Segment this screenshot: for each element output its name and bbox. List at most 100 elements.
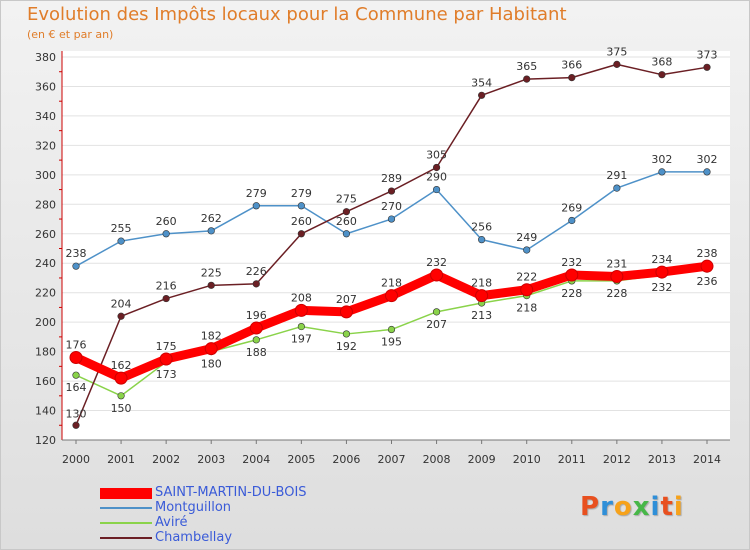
data-label-saint-martin-du-bois-2010: 222 [516, 271, 537, 284]
logo-letter-6: t [660, 492, 674, 522]
x-tick-label-2009: 2009 [468, 453, 496, 466]
data-label-chambellay-2014: 373 [697, 48, 718, 61]
data-label-chambellay-2004: 226 [246, 265, 267, 278]
point-saint-martin-du-bois-2008 [430, 268, 444, 282]
point-chambellay-2000 [72, 421, 80, 429]
point-avire-2006 [342, 330, 351, 338]
data-label-montguillon-2008: 290 [426, 171, 447, 184]
point-montguillon-2002 [162, 230, 170, 238]
chart-title: Evolution des Impôts locaux pour la Comm… [27, 4, 567, 25]
x-tick-label-2014: 2014 [693, 453, 721, 466]
data-label-avire-2001: 150 [111, 402, 132, 415]
logo-letter-7: i [673, 492, 684, 522]
point-chambellay-2003 [207, 281, 215, 289]
point-saint-martin-du-bois-2010 [520, 283, 534, 297]
data-label-chambellay-2006: 275 [336, 193, 357, 206]
point-saint-martin-du-bois-2005 [294, 303, 308, 317]
point-saint-martin-du-bois-2009 [475, 289, 489, 303]
point-saint-martin-du-bois-2001 [114, 371, 128, 385]
point-chambellay-2010 [523, 75, 531, 83]
point-montguillon-2014 [703, 168, 711, 176]
y-tick-label-200: 200 [35, 316, 56, 329]
data-label-chambellay-2012: 375 [606, 45, 627, 58]
data-label-montguillon-2014: 302 [697, 153, 718, 166]
data-label-montguillon-2000: 238 [66, 247, 87, 260]
legend-label-saint-martin-du-bois: SAINT-MARTIN-DU-BOIS [155, 485, 307, 500]
point-saint-martin-du-bois-2006 [339, 305, 353, 319]
y-tick-label-360: 360 [35, 80, 56, 93]
point-avire-2001 [117, 392, 125, 400]
plot-area [62, 51, 730, 440]
x-tick-label-2012: 2012 [603, 453, 631, 466]
data-label-saint-martin-du-bois-2008: 232 [426, 256, 447, 269]
point-montguillon-2010 [523, 246, 531, 254]
data-label-avire-2013: 232 [651, 281, 672, 294]
data-label-saint-martin-du-bois-2014: 238 [697, 247, 718, 260]
point-chambellay-2004 [252, 280, 260, 288]
data-label-avire-2006: 192 [336, 340, 357, 353]
data-label-avire-2005: 197 [291, 333, 312, 346]
y-tick-label-300: 300 [35, 169, 56, 182]
point-saint-martin-du-bois-2012 [610, 269, 624, 283]
data-label-chambellay-2007: 289 [381, 172, 402, 185]
point-saint-martin-du-bois-2003 [204, 342, 218, 356]
point-avire-2007 [387, 325, 396, 334]
point-montguillon-2011 [568, 216, 576, 225]
x-tick-label-2008: 2008 [423, 453, 451, 466]
chart-subtitle: (en € et par an) [27, 28, 114, 41]
point-montguillon-2000 [72, 262, 80, 270]
data-label-montguillon-2010: 249 [516, 231, 537, 244]
data-label-saint-martin-du-bois-2005: 208 [291, 291, 312, 304]
data-label-montguillon-2005: 279 [291, 187, 312, 200]
data-label-montguillon-2013: 302 [651, 153, 672, 166]
point-chambellay-2013 [658, 71, 666, 79]
line-chart: 120 140 160 180 200 220 240 260 280 300 320 340 360 3… [35, 45, 730, 466]
y-tick-label-240: 240 [35, 257, 56, 270]
data-label-saint-martin-du-bois-2000: 176 [66, 339, 87, 352]
x-tick-label-2011: 2011 [558, 453, 586, 466]
point-chambellay-2012 [613, 60, 621, 68]
data-label-avire-2002: 173 [156, 368, 177, 381]
legend-swatch-avire [100, 522, 152, 524]
data-label-chambellay-2001: 204 [111, 297, 132, 310]
point-chambellay-2006 [342, 208, 351, 216]
point-avire-2004 [252, 336, 260, 344]
data-label-montguillon-2006: 260 [336, 215, 357, 228]
data-label-montguillon-2002: 260 [156, 215, 177, 228]
data-label-avire-2009: 213 [471, 309, 492, 322]
point-chambellay-2009 [478, 91, 486, 99]
data-label-chambellay-2000: 130 [66, 407, 87, 420]
point-avire-2005 [297, 322, 305, 331]
logo-letter-2: r [600, 492, 614, 522]
data-label-saint-martin-du-bois-2007: 218 [381, 277, 402, 290]
logo-letter-4: x [632, 492, 651, 522]
point-montguillon-2012 [613, 184, 621, 192]
data-label-chambellay-2008: 305 [426, 148, 447, 161]
data-label-montguillon-2004: 279 [246, 187, 267, 200]
x-tick-label-2007: 2007 [378, 453, 406, 466]
data-label-montguillon-2012: 291 [606, 169, 627, 182]
data-label-avire-2008: 207 [426, 318, 447, 331]
y-tick-label-260: 260 [35, 228, 56, 241]
point-saint-martin-du-bois-2002 [159, 352, 173, 366]
point-saint-martin-du-bois-2007 [385, 289, 398, 303]
data-label-chambellay-2002: 216 [156, 280, 177, 293]
y-tick-label-180: 180 [35, 346, 56, 359]
y-tick-label-120: 120 [35, 434, 56, 447]
point-montguillon-2004 [252, 202, 260, 210]
point-montguillon-2006 [342, 230, 351, 238]
data-label-avire-2004: 188 [246, 346, 267, 359]
y-tick-label-380: 380 [35, 51, 56, 64]
y-tick-label-340: 340 [35, 110, 56, 123]
data-label-montguillon-2003: 262 [201, 212, 222, 225]
data-label-saint-martin-du-bois-2004: 196 [246, 309, 267, 322]
point-saint-martin-du-bois-2000 [69, 351, 83, 365]
point-saint-martin-du-bois-2011 [565, 268, 579, 282]
point-montguillon-2009 [478, 236, 486, 244]
data-label-saint-martin-du-bois-2011: 232 [561, 256, 582, 269]
legend-label-avire: Aviré [155, 515, 188, 530]
data-label-avire-2014: 236 [697, 275, 718, 288]
data-label-avire-2012: 228 [606, 287, 627, 300]
data-label-saint-martin-du-bois-2001: 162 [111, 359, 132, 372]
point-saint-martin-du-bois-2013 [655, 265, 669, 279]
